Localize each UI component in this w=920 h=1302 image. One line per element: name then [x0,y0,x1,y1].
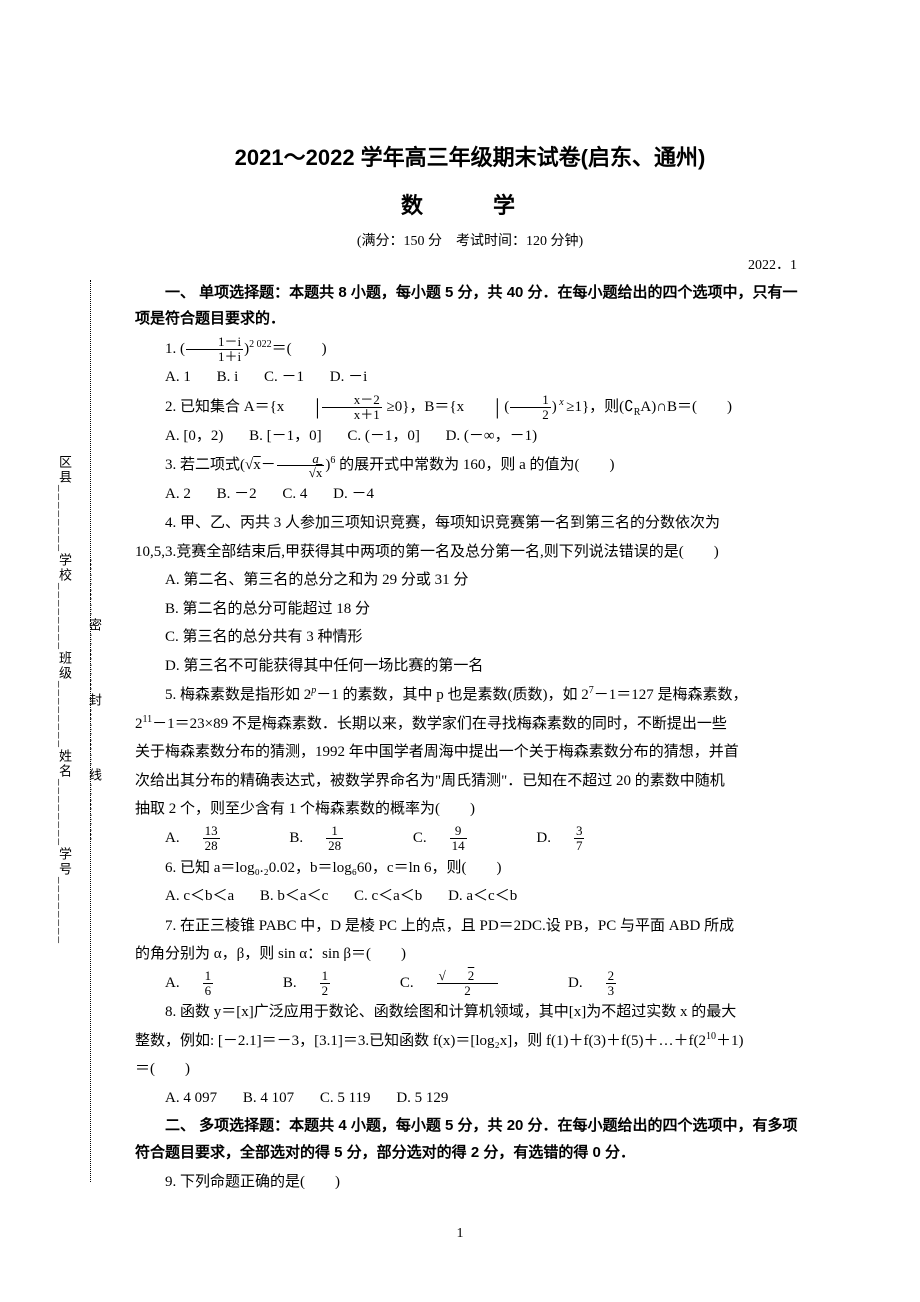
q3-stem: 3. 若二项式(√x－a√x)6 的展开式中常数为 160，则 a 的值为( ) [135,451,805,480]
page-content: 2021～2022 学年高三年级期末试卷(启东、通州) 数 学 (满分：150 … [0,0,920,1237]
q1-stem: 1. (1－i1＋i)2 022＝( ) [135,335,805,364]
q8-opt-d: D. 5 129 [396,1084,448,1113]
q7-opt-a: A. 16 [165,969,257,998]
q7-opt-b: B. 12 [283,969,374,998]
q6-opt-c: C. c＜a＜b [354,882,422,911]
q5-line2: 211－1＝23×89 不是梅森素数．长期以来，数学家们在寻找梅森素数的同时，不… [135,710,805,739]
q5-opt-c: C. 914 [413,824,511,853]
q3-opt-a: A. 2 [165,480,191,509]
q8-opt-b: B. 4 107 [243,1084,294,1113]
q5-opt-a: A. 1328 [165,824,264,853]
q5-line1: 5. 梅森素数是指形如 2p－1 的素数，其中 p 也是素数(质数)，如 27－… [135,681,805,710]
q1-options: A. 1 B. i C. －1 D. －i [135,363,805,392]
q5-line3: 关于梅森素数分布的猜测，1992 年中国学者周海中提出一个关于梅森素数分布的猜想… [135,738,805,767]
q4-opt-d: D. 第三名不可能获得其中任何一场比赛的第一名 [135,652,805,681]
q1-opt-a: A. 1 [165,363,191,392]
q8-line2: 整数，例如: [－2.1]＝－3，[3.1]＝3.已知函数 f(x)＝[log₂… [135,1027,805,1056]
q4-opt-b: B. 第二名的总分可能超过 18 分 [135,595,805,624]
q3-opt-b: B. －2 [217,480,257,509]
section-2-heading: 二、 多项选择题：本题共 4 小题，每小题 5 分，共 20 分．在每小题给出的… [135,1113,805,1166]
q8-opt-a: A. 4 097 [165,1084,217,1113]
question-6: 6. 已知 a＝log₀.₂0.02，b＝log₆60，c＝ln 6，则( ) … [135,854,805,911]
q3-opt-c: C. 4 [282,480,307,509]
q6-opt-b: B. b＜a＜c [260,882,328,911]
q8-opt-c: C. 5 119 [320,1084,371,1113]
q2-options: A. [0，2) B. [－1，0] C. (－1，0] D. (－∞，－1) [135,422,805,451]
q2-opt-d: D. (－∞，－1) [446,422,538,451]
q1-opt-c: C. －1 [264,363,304,392]
q4-opt-a: A. 第二名、第三名的总分之和为 29 分或 31 分 [135,566,805,595]
q5-options: A. 1328 B. 128 C. 914 D.37 [135,824,805,853]
exam-title: 2021～2022 学年高三年级期末试卷(启东、通州) [135,140,805,172]
exam-meta: (满分：150 分 考试时间：120 分钟) [135,230,805,250]
q5-line5: 抽取 2 个，则至少含有 1 个梅森素数的概率为( ) [135,795,805,824]
q7-opt-c: C. √22 [400,969,542,998]
q6-opt-a: A. c＜b＜a [165,882,234,911]
q1-prefix: 1. ( [165,341,185,357]
q7-options: A. 16 B. 12 C. √22 D.23 [135,969,805,998]
question-4: 4. 甲、乙、丙共 3 人参加三项知识竞赛，每项知识竞赛第一名到第三名的分数依次… [135,509,805,680]
question-8: 8. 函数 y＝[x]广泛应用于数论、函数绘图和计算机领域，其中[x]为不超过实… [135,998,805,1112]
question-2: 2. 已知集合 A＝{x|x－2x＋1 ≥0}，B＝{x| (12) x ≥1}… [135,393,805,451]
question-1: 1. (1－i1＋i)2 022＝( ) A. 1 B. i C. －1 D. … [135,335,805,392]
q6-opt-d: D. a＜c＜b [448,882,517,911]
q2-opt-b: B. [－1，0] [249,422,322,451]
q3-options: A. 2 B. －2 C. 4 D. －4 [135,480,805,509]
abs-bar: | [285,396,319,418]
q2-opt-c: C. (－1，0] [347,422,420,451]
q7-line2: 的角分别为 α，β，则 sin α：sin β＝( ) [135,940,805,969]
exam-date: 2022．1 [135,254,805,274]
page-number: 1 [0,1226,920,1242]
q5-opt-b: B. 128 [289,824,387,853]
q6-options: A. c＜b＜a B. b＜a＜c C. c＜a＜b D. a＜c＜b [135,882,805,911]
q8-line1: 8. 函数 y＝[x]广泛应用于数论、函数绘图和计算机领域，其中[x]为不超过实… [135,998,805,1027]
q2-opt-a: A. [0，2) [165,422,223,451]
q1-opt-b: B. i [217,363,239,392]
q2-stem: 2. 已知集合 A＝{x|x－2x＋1 ≥0}，B＝{x| (12) x ≥1}… [135,393,805,422]
q4-line2: 10,5,3.竞赛全部结束后,甲获得其中两项的第一名及总分第一名,则下列说法错误… [135,538,805,567]
question-9: 9. 下列命题正确的是( ) [135,1168,805,1197]
q5-opt-d: D.37 [536,824,628,853]
q5-line4: 次给出其分布的精确表达式，被数学界命名为"周氏猜测"．已知在不超过 20 的素数… [135,767,805,796]
q7-opt-d: D.23 [568,969,660,998]
q1-exponent: 2 022 [249,339,272,350]
q3-opt-d: D. －4 [333,480,374,509]
abs-bar: | [465,396,499,418]
q9-stem: 9. 下列命题正确的是( ) [135,1168,805,1197]
question-5: 5. 梅森素数是指形如 2p－1 的素数，其中 p 也是素数(质数)，如 27－… [135,681,805,852]
question-3: 3. 若二项式(√x－a√x)6 的展开式中常数为 160，则 a 的值为( )… [135,451,805,508]
exam-subject: 数 学 [135,188,805,220]
question-7: 7. 在正三棱锥 PABC 中，D 是棱 PC 上的点，且 PD＝2DC.设 P… [135,912,805,998]
q4-line1: 4. 甲、乙、丙共 3 人参加三项知识竞赛，每项知识竞赛第一名到第三名的分数依次… [135,509,805,538]
q4-opt-c: C. 第三名的总分共有 3 种情形 [135,623,805,652]
q8-options: A. 4 097 B. 4 107 C. 5 119 D. 5 129 [135,1084,805,1113]
q1-fraction: 1－i1＋i [186,335,243,363]
q1-opt-d: D. －i [330,363,368,392]
q7-line1: 7. 在正三棱锥 PABC 中，D 是棱 PC 上的点，且 PD＝2DC.设 P… [135,912,805,941]
q6-stem: 6. 已知 a＝log₀.₂0.02，b＝log₆60，c＝ln 6，则( ) [135,854,805,883]
q1-suffix: ＝( ) [272,341,327,357]
q8-line3: ＝( ) [135,1055,805,1084]
section-1-heading: 一、 单项选择题：本题共 8 小题，每小题 5 分，共 40 分．在每小题给出的… [135,280,805,333]
